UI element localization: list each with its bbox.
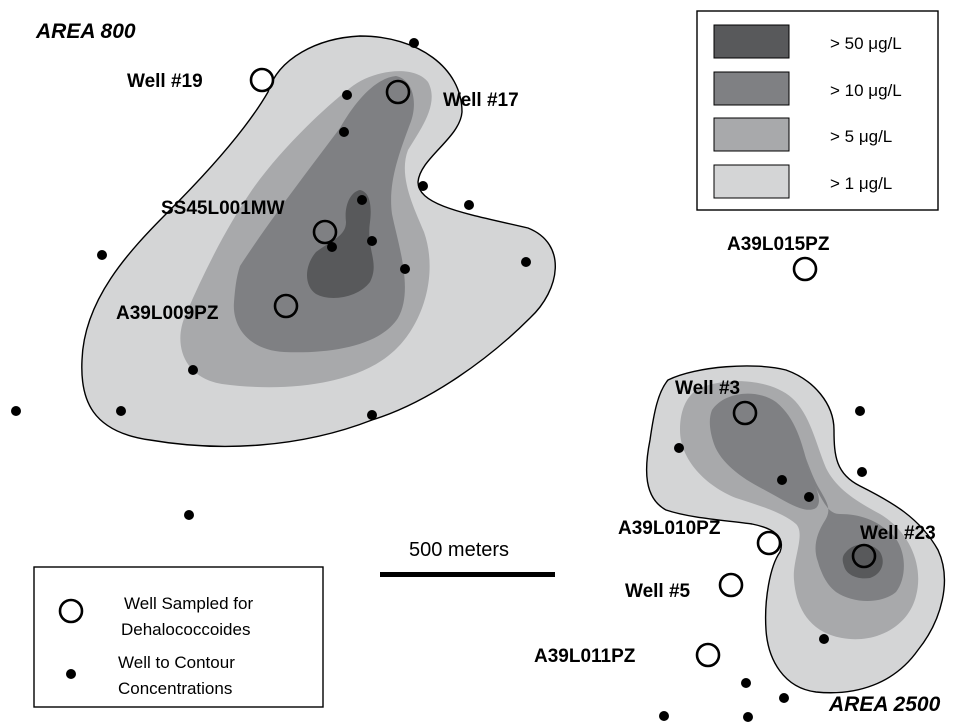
well-3-label: Well #3 <box>675 378 740 399</box>
ss45l001mw-marker[interactable] <box>312 219 338 245</box>
contour-wells <box>11 38 867 722</box>
well-3-marker[interactable] <box>732 400 758 426</box>
contour-well-dot <box>779 693 789 703</box>
key-sampled-line2: Dehalococcoides <box>121 620 250 639</box>
contour-well-dot <box>357 195 367 205</box>
well-23-marker[interactable] <box>851 543 877 569</box>
contour-well-dot <box>327 242 337 252</box>
well-23-label: Well #23 <box>860 523 936 544</box>
a39l011pz-label: A39L011PZ <box>534 646 636 667</box>
legend-label-5: > 5 μg/L <box>830 127 892 146</box>
area-800-contour-50ugl <box>307 190 374 298</box>
contour-well-dot <box>184 510 194 520</box>
contour-well-dot <box>857 467 867 477</box>
area-2500-contour-10ugl-north <box>709 393 819 510</box>
contour-well-dot <box>367 410 377 420</box>
sampled-wells <box>249 67 877 668</box>
area-2500-label: AREA 2500 <box>828 693 941 716</box>
key-contour-line2: Concentrations <box>118 679 232 698</box>
contour-well-dot <box>418 181 428 191</box>
scale-bar-label: 500 meters <box>409 539 509 561</box>
legend-label-50: > 50 μg/L <box>830 34 902 53</box>
a39l015pz-label: A39L015PZ <box>727 234 830 255</box>
symbol-key-frame <box>33 566 324 708</box>
concentration-legend: > 50 μg/L > 10 μg/L > 5 μg/L > 1 μg/L <box>696 10 939 211</box>
contour-well-dot <box>339 127 349 137</box>
a39l010pz-marker[interactable] <box>756 530 782 556</box>
scale-bar: 500 meters <box>380 539 555 577</box>
legend-label-10: > 10 μg/L <box>830 81 902 100</box>
a39l009pz-label: A39L009PZ <box>116 303 219 324</box>
contour-well-dot <box>659 711 669 721</box>
legend-swatch-10 <box>713 71 790 106</box>
contour-well-dot <box>674 443 684 453</box>
legend-swatch-50 <box>713 24 790 59</box>
key-contour-line1: Well to Contour <box>118 653 235 672</box>
contour-well-dot <box>409 38 419 48</box>
a39l011pz-marker[interactable] <box>695 642 721 668</box>
well-19-marker[interactable] <box>249 67 275 93</box>
contour-well-dot <box>367 236 377 246</box>
contour-well-dot <box>804 492 814 502</box>
legend-label-1: > 1 μg/L <box>830 174 892 193</box>
well-17-label: Well #17 <box>443 90 519 111</box>
symbol-key: Well Sampled for Dehalococcoides Well to… <box>33 566 324 708</box>
contour-well-dot <box>342 90 352 100</box>
contour-well-dot <box>116 406 126 416</box>
contour-well-dot <box>188 365 198 375</box>
contour-well-dot <box>464 200 474 210</box>
key-contour-well-icon <box>66 669 76 679</box>
well-5-label: Well #5 <box>625 581 691 602</box>
contour-well-dot <box>777 475 787 485</box>
contour-well-dot <box>855 406 865 416</box>
a39l010pz-label: A39L010PZ <box>618 518 721 539</box>
key-sampled-line1: Well Sampled for <box>124 594 253 613</box>
contour-well-dot <box>741 678 751 688</box>
contour-well-dot <box>11 406 21 416</box>
contour-well-dot <box>819 634 829 644</box>
well-5-marker[interactable] <box>718 572 744 598</box>
scale-bar-line <box>380 572 555 577</box>
a39l015pz-marker[interactable] <box>792 256 818 282</box>
legend-swatch-5 <box>713 117 790 152</box>
a39l009pz-marker[interactable] <box>273 293 299 319</box>
key-sampled-well-icon <box>58 598 84 624</box>
area-2500-plume <box>645 365 946 694</box>
contour-well-dot <box>400 264 410 274</box>
legend-swatch-1 <box>713 164 790 199</box>
ss45l001mw-label: SS45L001MW <box>161 198 285 219</box>
area-800-label: AREA 800 <box>35 20 136 43</box>
contour-well-dot <box>521 257 531 267</box>
contour-well-dot <box>97 250 107 260</box>
well-17-marker[interactable] <box>385 79 411 105</box>
contour-well-dot <box>743 712 753 722</box>
well-19-label: Well #19 <box>127 71 203 92</box>
